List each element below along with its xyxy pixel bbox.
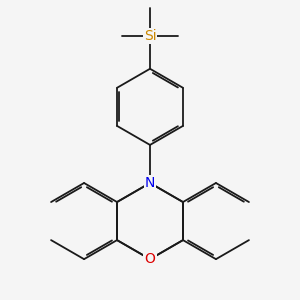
Text: N: N: [145, 176, 155, 190]
Text: Si: Si: [144, 29, 156, 43]
Text: O: O: [145, 252, 155, 266]
